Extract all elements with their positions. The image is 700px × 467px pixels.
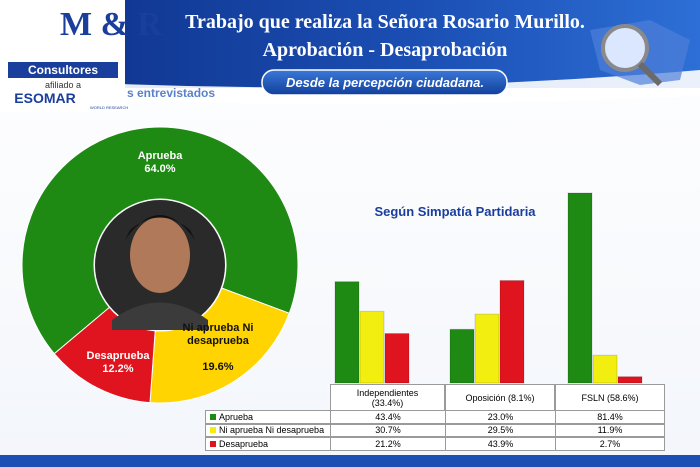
logo-bar xyxy=(8,62,118,78)
logo-partner-tagline: WORLD RESEARCH xyxy=(90,105,128,110)
bar xyxy=(499,280,525,384)
table-legend-cell: Ni aprueba Ni desaprueba xyxy=(205,423,330,437)
table-value-cell: 30.7% xyxy=(330,423,445,437)
legend-label: Ni aprueba Ni desaprueba xyxy=(219,425,325,436)
bar xyxy=(334,281,360,384)
legend-label: Desaprueba xyxy=(219,438,269,449)
legend-label: Aprueba xyxy=(219,411,254,422)
photo-hair xyxy=(125,215,195,240)
table-legend-cell: Aprueba xyxy=(205,410,330,424)
photo-shoulders xyxy=(112,302,208,330)
bar xyxy=(384,333,410,384)
legend-swatch xyxy=(210,427,216,434)
table-column-header: Independientes (33.4%) xyxy=(330,384,445,410)
table-value-cell: 43.9% xyxy=(445,437,555,451)
title-line-1: Trabajo que realiza la Señora Rosario Mu… xyxy=(185,11,585,33)
bar xyxy=(474,313,500,384)
table-value-cell: 29.5% xyxy=(445,423,555,437)
magnifier-handle xyxy=(637,61,663,87)
table-value-cell: 43.4% xyxy=(330,410,445,424)
donut-segment xyxy=(21,126,299,355)
logo-name: Consultores xyxy=(28,63,98,77)
logo-brand: M & R xyxy=(60,6,162,43)
donut-category-label: Desaprueba xyxy=(86,350,150,362)
table-column-header: Oposición (8.1%) xyxy=(445,384,555,410)
legend-swatch xyxy=(210,413,216,420)
table-value-cell: 21.2% xyxy=(330,437,445,451)
logo-affiliation: afiliado a xyxy=(45,80,81,90)
table-value-cell: 2.7% xyxy=(555,437,665,451)
donut-value-label: 19.6% xyxy=(202,361,234,373)
title-line-2: Aprobación - Desaprobación xyxy=(263,39,508,61)
footer-band xyxy=(0,455,700,467)
section-fragment: s entrevistados xyxy=(127,86,215,100)
logo-box xyxy=(0,0,125,112)
table-column-header: FSLN (58.6%) xyxy=(555,384,665,410)
bar xyxy=(592,354,618,384)
donut-category-label: Aprueba xyxy=(137,150,183,162)
logo-partner: ESOMAR xyxy=(14,90,75,106)
donut-value-label: 64.0% xyxy=(144,163,176,175)
table-value-cell: 81.4% xyxy=(555,410,665,424)
bar-chart-title: Según Simpatía Partidaria xyxy=(374,204,536,219)
subtitle-pill xyxy=(261,69,508,96)
donut-segment xyxy=(149,287,290,404)
bar xyxy=(567,192,593,384)
table-legend-cell: Desaprueba xyxy=(205,437,330,451)
subtitle: Desde la percepción ciudadana. xyxy=(286,75,484,90)
bar xyxy=(449,328,475,384)
donut-value-label: 12.2% xyxy=(102,363,134,375)
donut-category-label: Ni aprueba Ni desaprueba xyxy=(182,322,254,347)
legend-swatch xyxy=(210,440,216,447)
bar xyxy=(617,376,643,384)
magnifier xyxy=(601,24,649,72)
table-value-cell: 23.0% xyxy=(445,410,555,424)
table-value-cell: 11.9% xyxy=(555,423,665,437)
bar xyxy=(359,310,385,384)
photo-face xyxy=(130,217,190,293)
